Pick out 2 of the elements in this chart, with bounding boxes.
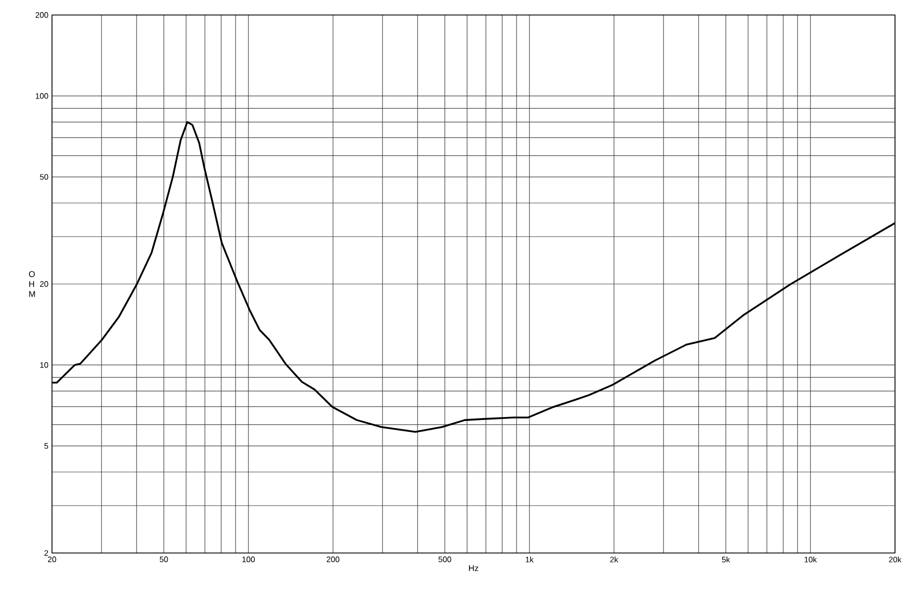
- x-axis-title: Hz: [469, 565, 478, 572]
- y-axis-title: O H M: [29, 271, 35, 297]
